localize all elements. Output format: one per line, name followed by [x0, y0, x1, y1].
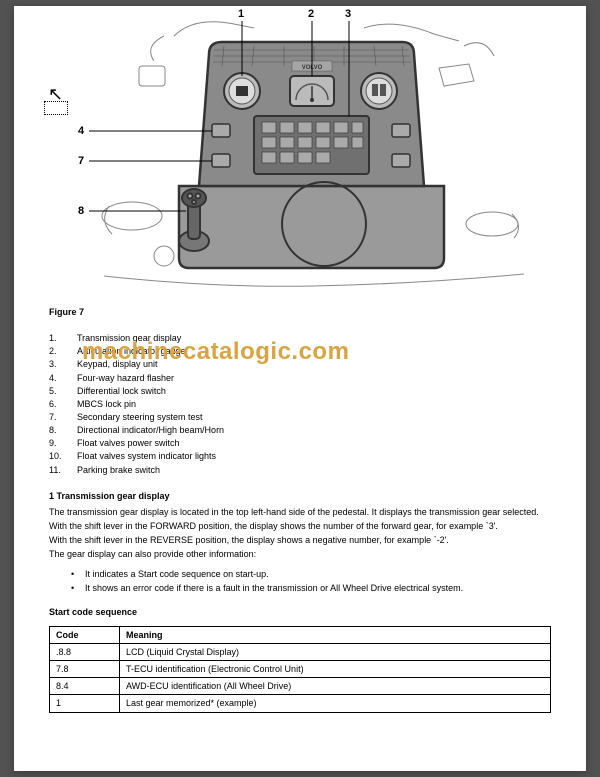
legend-item: 11.Parking brake switch	[49, 464, 551, 476]
legend-item: 7.Secondary steering system test	[49, 411, 551, 423]
table-header: Meaning	[120, 626, 551, 643]
table-row: .8.8LCD (Liquid Crystal Display)	[50, 643, 551, 660]
document-page: VOLVO	[14, 6, 586, 771]
table-title: Start code sequence	[49, 606, 551, 618]
callout-1: 1	[238, 8, 244, 20]
callout-4: 4	[78, 125, 84, 137]
paragraph: With the shift lever in the REVERSE posi…	[49, 534, 551, 546]
bullet-item: It indicates a Start code sequence on st…	[71, 568, 551, 580]
callout-3: 3	[345, 8, 351, 20]
paragraph: With the shift lever in the FORWARD posi…	[49, 520, 551, 532]
table-header: Code	[50, 626, 120, 643]
paragraph: The gear display can also provide other …	[49, 548, 551, 560]
legend-item: 4.Four-way hazard flasher	[49, 372, 551, 384]
legend-item: 2.Articulation indicator gauge	[49, 345, 551, 357]
paragraph: The transmission gear display is located…	[49, 506, 551, 518]
selection-box	[44, 101, 68, 115]
pedestal-diagram: VOLVO	[14, 6, 586, 296]
legend-item: 1.Transmission gear display	[49, 332, 551, 344]
table-row: 7.8T-ECU identification (Electronic Cont…	[50, 661, 551, 678]
legend-item: 8.Directional indicator/High beam/Horn	[49, 424, 551, 436]
bullet-list: It indicates a Start code sequence on st…	[71, 568, 551, 593]
diagram-area: VOLVO	[14, 6, 586, 296]
legend-item: 6.MBCS lock pin	[49, 398, 551, 410]
figure-label: Figure 7	[49, 306, 551, 318]
legend-item: 10.Float valves system indicator lights	[49, 450, 551, 462]
callout-2: 2	[308, 8, 314, 20]
document-content: Figure 7 1.Transmission gear display 2.A…	[14, 296, 586, 733]
section-title: 1 Transmission gear display	[49, 490, 551, 502]
legend-list: 1.Transmission gear display 2.Articulati…	[49, 332, 551, 476]
table-row: 8.4AWD-ECU identification (All Wheel Dri…	[50, 678, 551, 695]
legend-item: 3.Keypad, display unit	[49, 358, 551, 370]
table-row: 1Last gear memorized* (example)	[50, 695, 551, 712]
callout-8: 8	[78, 205, 84, 217]
legend-item: 5.Differential lock switch	[49, 385, 551, 397]
bullet-item: It shows an error code if there is a fau…	[71, 582, 551, 594]
callout-7: 7	[78, 155, 84, 167]
code-table: Code Meaning .8.8LCD (Liquid Crystal Dis…	[49, 626, 551, 713]
legend-item: 9.Float valves power switch	[49, 437, 551, 449]
table-header-row: Code Meaning	[50, 626, 551, 643]
